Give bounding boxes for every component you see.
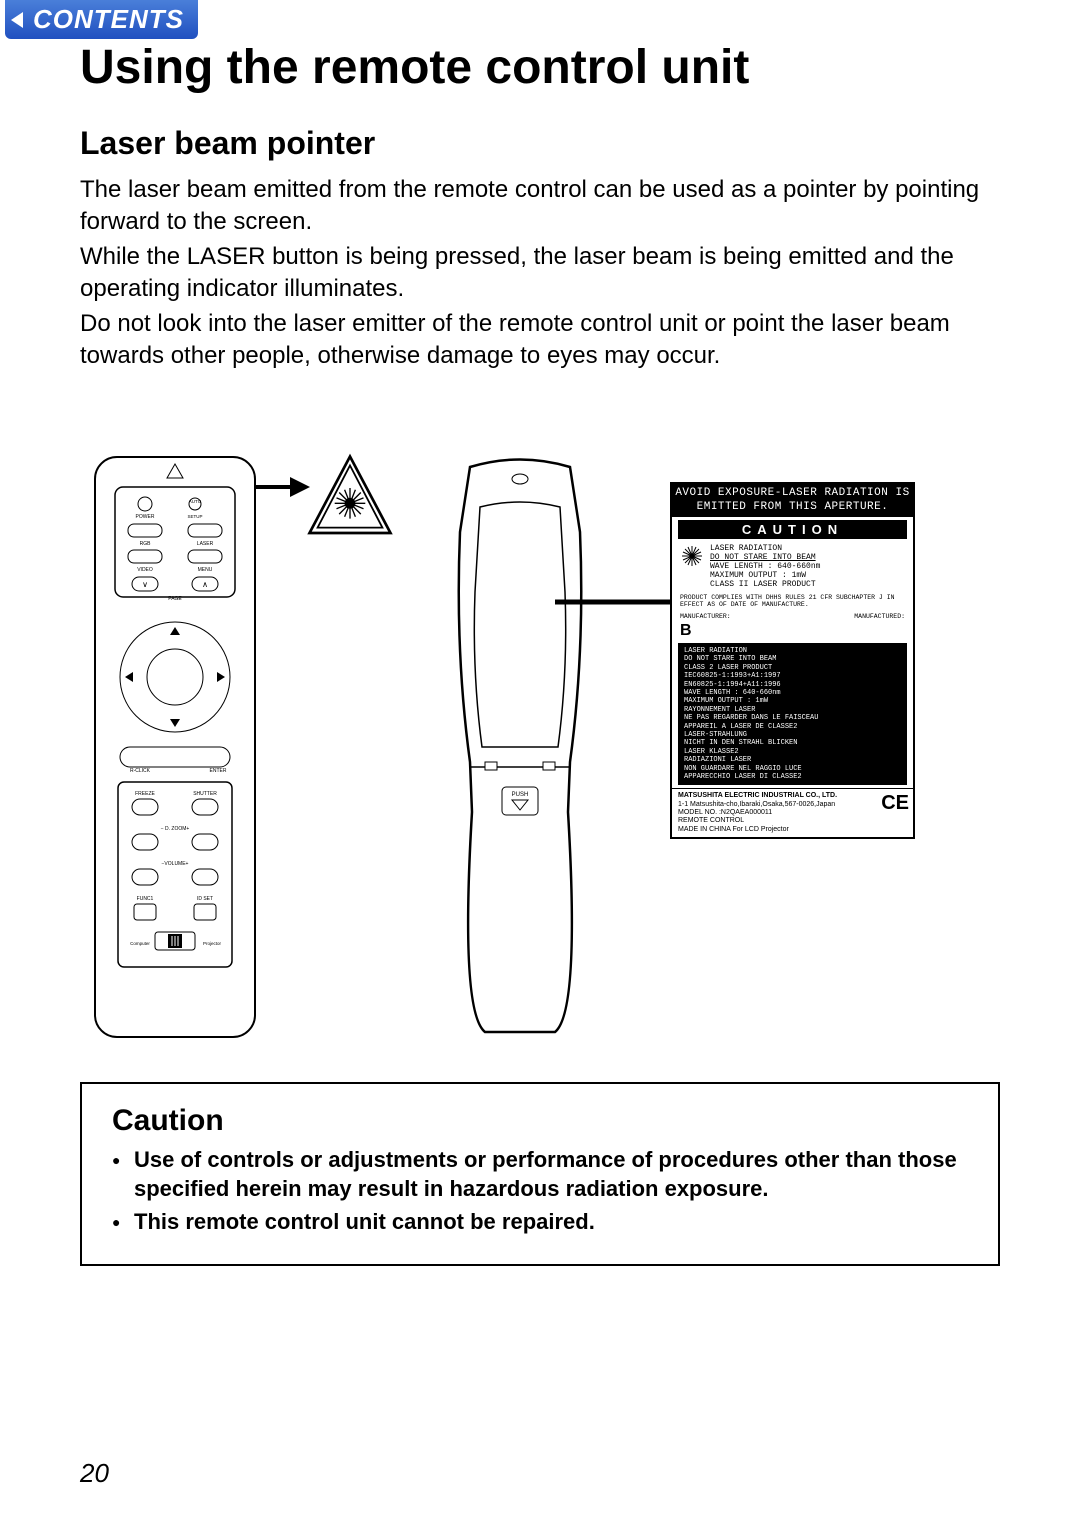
svg-text:∨: ∨ [142, 580, 148, 589]
svg-text:−VOLUME+: −VOLUME+ [162, 861, 189, 867]
svg-text:AUTO: AUTO [189, 499, 202, 504]
paragraph-1: The laser beam emitted from the remote c… [80, 174, 1000, 239]
section-heading: Laser beam pointer [80, 125, 1000, 162]
svg-text:SHUTTER: SHUTTER [193, 791, 217, 797]
svg-text:PAGE: PAGE [168, 596, 182, 602]
svg-text:Projector: Projector [203, 941, 222, 946]
sticker-specs: LASER RADIATION DO NOT STARE INTO BEAM W… [672, 542, 913, 592]
ce-mark-icon: CE [881, 791, 909, 815]
svg-text:− D. ZOOM+: − D. ZOOM+ [161, 826, 190, 832]
caution-item-1: Use of controls or adjustments or perfor… [112, 1146, 968, 1203]
caution-item-2: This remote control unit cannot be repai… [112, 1208, 968, 1237]
svg-text:PUSH: PUSH [512, 792, 529, 798]
caution-list: Use of controls or adjustments or perfor… [112, 1146, 968, 1236]
remote-back-diagram: PUSH [440, 452, 600, 1042]
svg-text:R-CLICK: R-CLICK [130, 768, 151, 774]
caution-sticker: AVOID EXPOSURE-LASER RADIATION IS EMITTE… [670, 482, 915, 839]
sticker-compliance: PRODUCT COMPLIES WITH DHHS RULES 21 CFR … [672, 592, 913, 611]
svg-text:FREEZE: FREEZE [135, 791, 155, 797]
caution-box: Caution Use of controls or adjustments o… [80, 1082, 1000, 1266]
laser-warning-icon [305, 452, 395, 542]
sticker-footer: MATSUSHITA ELECTRIC INDUSTRIAL CO., LTD.… [672, 788, 913, 837]
page-number: 20 [80, 1458, 109, 1489]
svg-text:LASER: LASER [197, 541, 214, 547]
svg-text:MENU: MENU [198, 567, 213, 573]
svg-text:RGB: RGB [140, 541, 152, 547]
sticker-b: B [672, 622, 913, 640]
section-body: The laser beam emitted from the remote c… [80, 174, 1000, 372]
svg-text:FUNC1: FUNC1 [137, 896, 154, 902]
remote-front-diagram: POWER AUTO SETUP RGB LASER VIDEO MENU ∨ … [90, 452, 260, 1042]
sticker-multilang: LASER RADIATION DO NOT STARE INTO BEAM C… [678, 643, 907, 785]
svg-text:Computer: Computer [130, 941, 150, 946]
contents-nav-tab[interactable]: CONTENTS [5, 0, 198, 39]
svg-text:SETUP: SETUP [187, 514, 202, 519]
paragraph-3: Do not look into the laser emitter of th… [80, 308, 1000, 373]
sticker-caution-word: CAUTION [678, 520, 907, 539]
page-title: Using the remote control unit [80, 40, 1000, 95]
svg-text:VIDEO: VIDEO [137, 567, 153, 573]
contents-label: CONTENTS [33, 4, 184, 34]
sticker-header: AVOID EXPOSURE-LASER RADIATION IS EMITTE… [672, 484, 913, 516]
svg-text:∧: ∧ [202, 580, 208, 589]
paragraph-2: While the LASER button is being pressed,… [80, 241, 1000, 306]
svg-text:ID SET: ID SET [197, 896, 213, 902]
svg-text:ENTER: ENTER [210, 768, 227, 774]
caution-heading: Caution [112, 1104, 968, 1138]
page-content: Using the remote control unit Laser beam… [0, 0, 1080, 1306]
starburst-icon [680, 544, 704, 568]
figure-area: POWER AUTO SETUP RGB LASER VIDEO MENU ∨ … [80, 452, 1000, 1072]
svg-text:POWER: POWER [136, 514, 155, 520]
